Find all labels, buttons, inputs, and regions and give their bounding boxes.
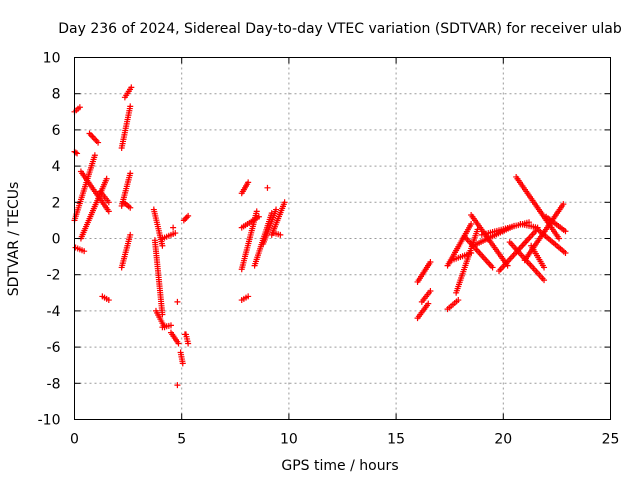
data-point bbox=[245, 293, 252, 300]
y-tick-label: 6 bbox=[52, 123, 61, 139]
data-point bbox=[281, 199, 288, 206]
y-tick-label: -6 bbox=[47, 340, 61, 356]
data-point bbox=[174, 382, 181, 389]
data-point bbox=[273, 206, 280, 213]
data-point bbox=[181, 331, 188, 338]
x-tick-label: 20 bbox=[494, 432, 512, 448]
y-tick-label: -2 bbox=[47, 268, 61, 284]
data-point bbox=[179, 360, 186, 367]
data-point bbox=[245, 179, 252, 186]
y-tick-label: -10 bbox=[38, 413, 61, 429]
y-axis-ticks: -10 -8 -6 -4 -2 0 2 4 6 8 10 bbox=[38, 51, 611, 429]
data-point bbox=[277, 231, 284, 238]
data-point bbox=[562, 228, 569, 235]
data-point bbox=[255, 213, 262, 220]
data-point bbox=[127, 231, 134, 238]
data-point bbox=[253, 208, 260, 215]
data-point bbox=[128, 84, 135, 91]
data-point bbox=[185, 212, 192, 219]
data-point bbox=[264, 184, 271, 191]
y-tick-label: 2 bbox=[52, 195, 61, 211]
data-point bbox=[468, 221, 475, 228]
x-tick-label: 0 bbox=[70, 432, 79, 448]
y-tick-label: 10 bbox=[43, 51, 61, 67]
data-point bbox=[167, 322, 174, 329]
chart-title: Day 236 of 2024, Sidereal Day-to-day VTE… bbox=[58, 21, 622, 37]
y-tick-label: 4 bbox=[52, 159, 61, 175]
data-point bbox=[95, 139, 102, 146]
data-point bbox=[560, 201, 567, 208]
data-point bbox=[562, 249, 569, 256]
x-tick-label: 10 bbox=[280, 432, 298, 448]
data-point bbox=[105, 208, 112, 215]
x-axis-label: GPS time / hours bbox=[281, 458, 398, 474]
data-point bbox=[91, 152, 98, 159]
data-points bbox=[71, 84, 569, 389]
data-point bbox=[455, 297, 462, 304]
x-axis-ticks: 0 5 10 15 20 25 bbox=[70, 57, 620, 448]
data-point bbox=[425, 300, 432, 307]
data-point bbox=[76, 104, 83, 111]
grid-lines bbox=[74, 57, 611, 420]
data-point bbox=[541, 264, 548, 271]
data-point bbox=[170, 224, 177, 231]
data-point bbox=[541, 277, 548, 284]
data-point bbox=[174, 298, 181, 305]
data-point bbox=[81, 248, 88, 255]
data-point bbox=[74, 150, 81, 157]
data-point bbox=[72, 149, 79, 156]
x-tick-label: 5 bbox=[177, 432, 186, 448]
y-tick-label: 0 bbox=[52, 232, 61, 248]
data-point bbox=[175, 340, 182, 347]
data-point bbox=[172, 230, 179, 237]
data-point bbox=[127, 103, 134, 110]
y-tick-label: -8 bbox=[47, 376, 61, 392]
data-point bbox=[489, 264, 496, 271]
y-tick-label: 8 bbox=[52, 87, 61, 103]
data-point bbox=[427, 259, 434, 266]
data-point bbox=[127, 170, 134, 177]
data-point bbox=[185, 340, 192, 347]
y-axis-label: SDTVAR / TECUs bbox=[6, 182, 22, 297]
data-point bbox=[105, 297, 112, 304]
data-point bbox=[127, 204, 134, 211]
y-tick-label: -4 bbox=[47, 304, 61, 320]
data-point bbox=[159, 242, 166, 249]
data-point bbox=[556, 235, 563, 242]
data-point bbox=[105, 199, 112, 206]
data-point bbox=[103, 175, 110, 182]
data-point bbox=[427, 287, 434, 294]
x-tick-label: 25 bbox=[602, 432, 620, 448]
x-tick-label: 15 bbox=[387, 432, 405, 448]
